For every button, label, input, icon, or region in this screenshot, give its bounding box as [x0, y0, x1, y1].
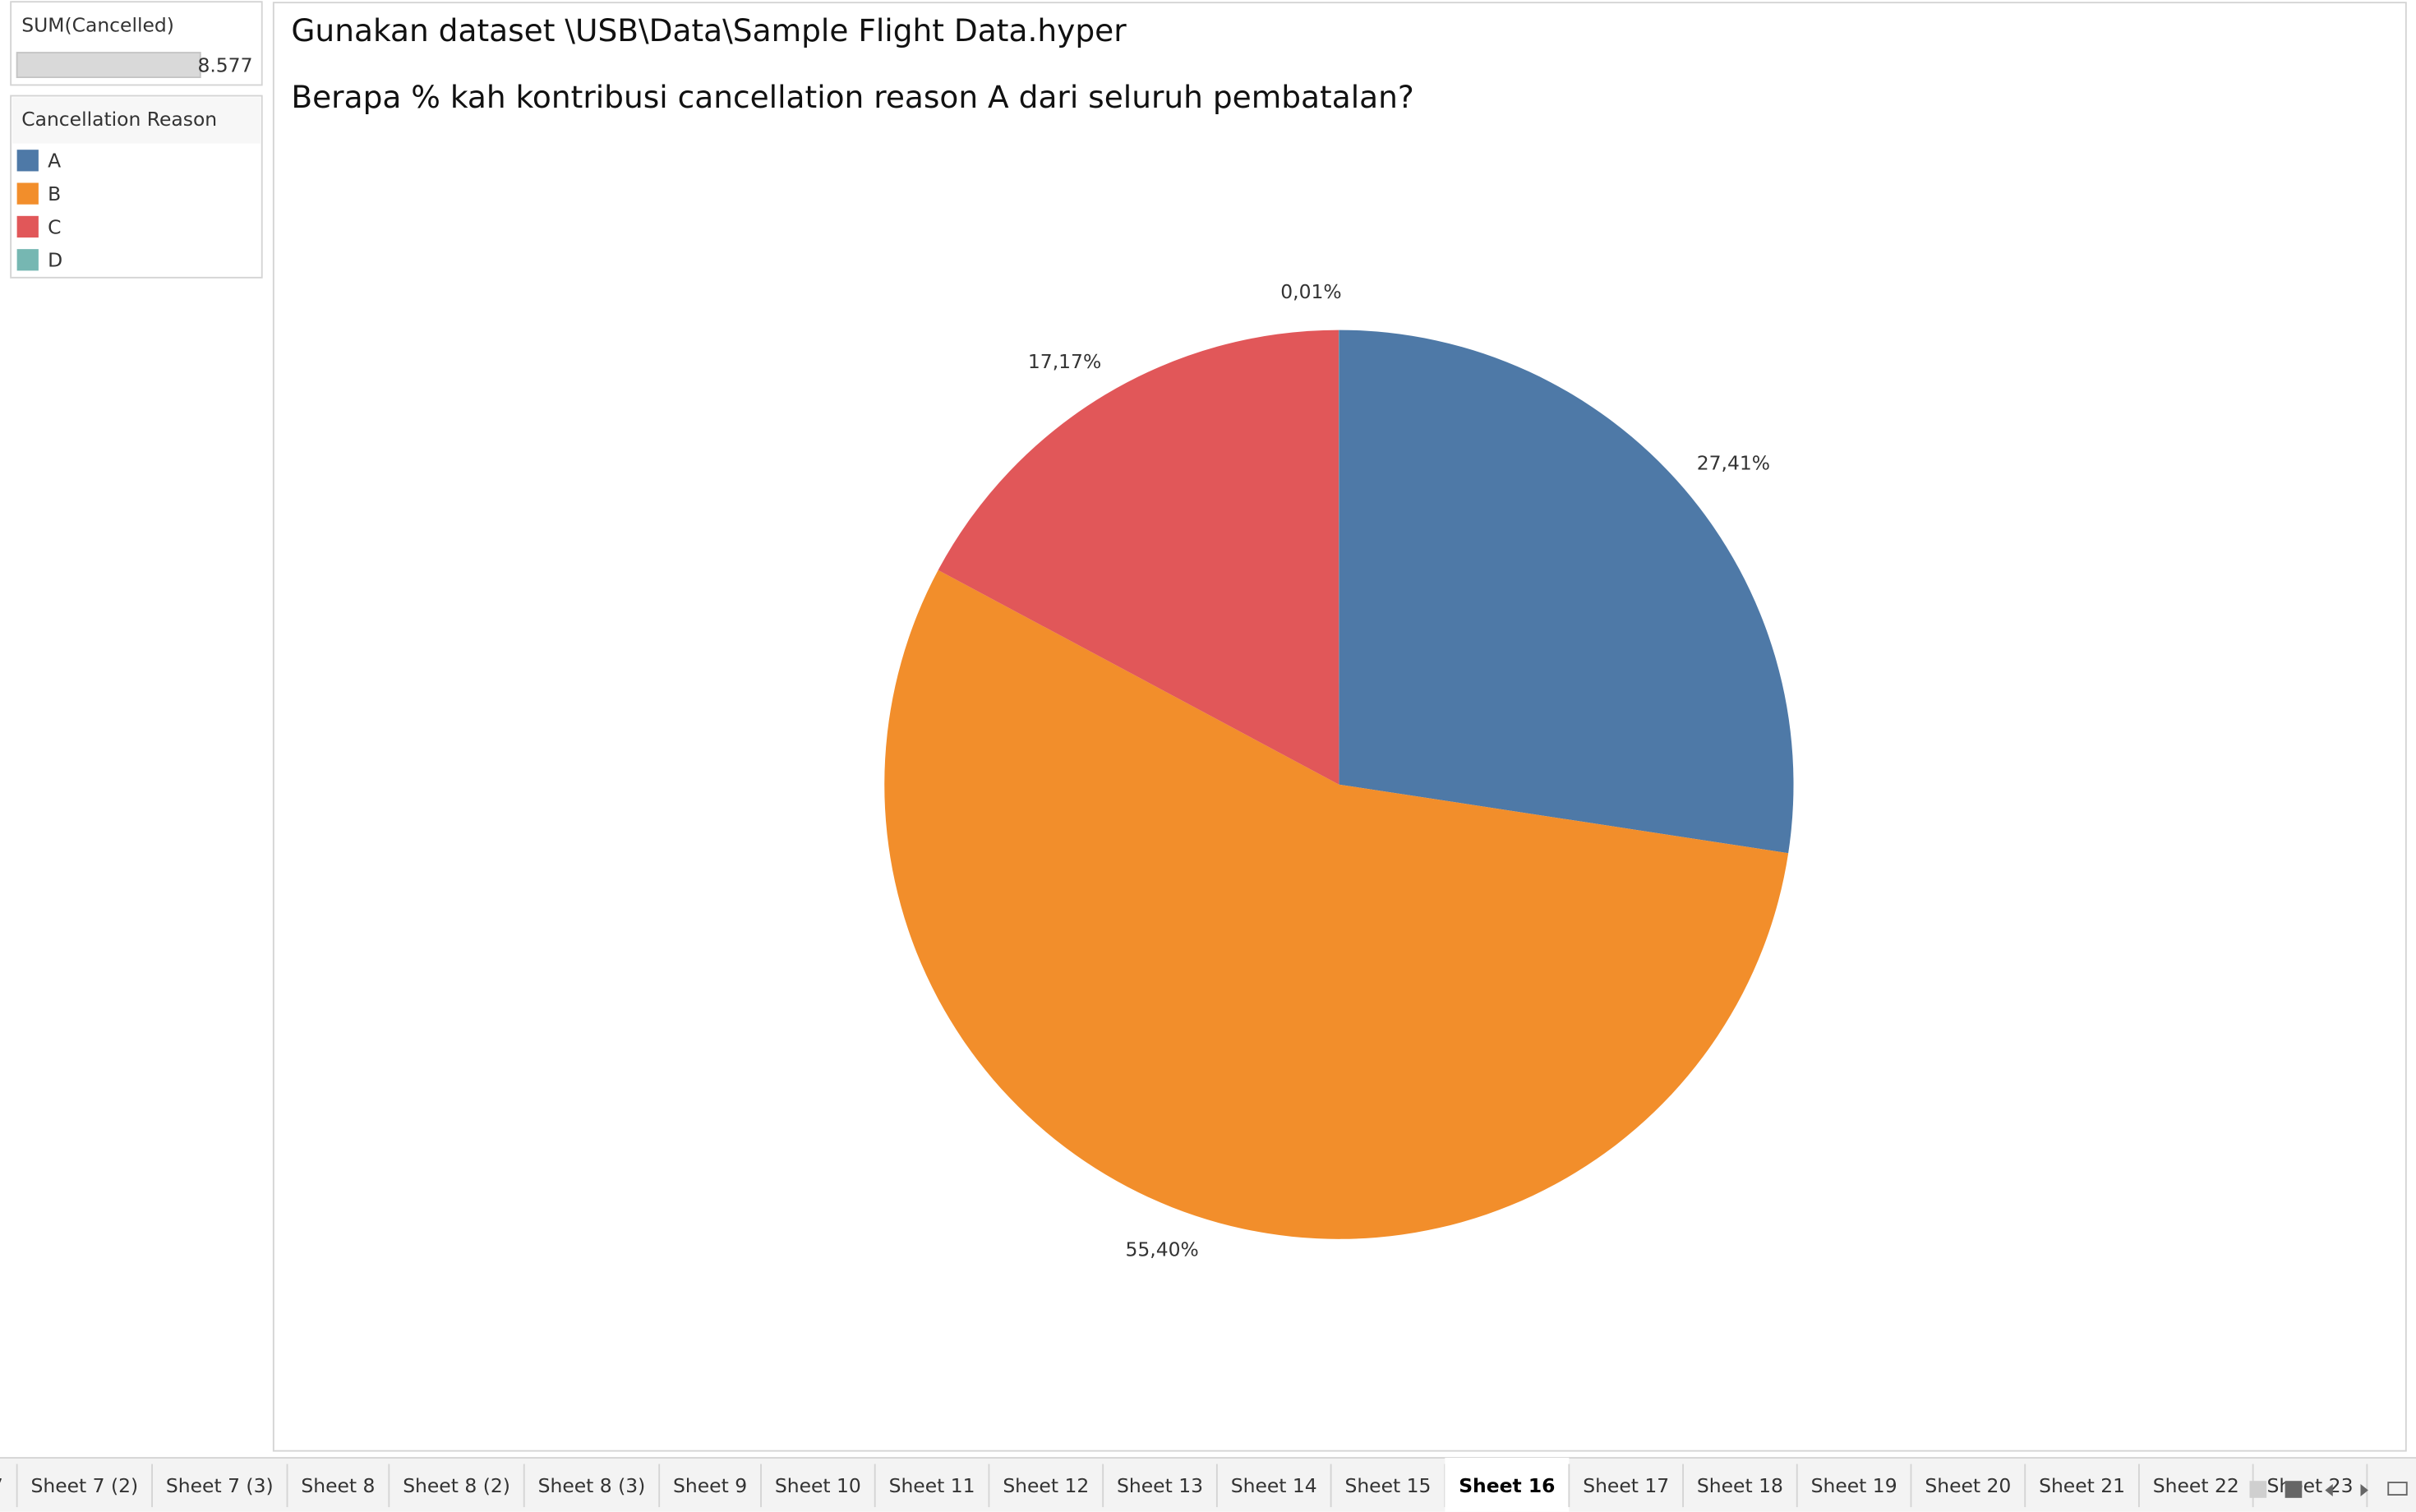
sheet-tab[interactable]: Sheet 14	[1231, 1474, 1317, 1497]
filter-title: SUM(Cancelled)	[21, 14, 174, 37]
sheet-tab[interactable]: Sheet 11	[889, 1474, 975, 1497]
filter-slider[interactable]	[16, 52, 201, 79]
legend-swatch[interactable]	[16, 249, 39, 271]
legend-label[interactable]: C	[48, 215, 61, 238]
slice-label: 0,01%	[1280, 280, 1341, 303]
sheet-tab[interactable]: Sheet 8	[301, 1474, 375, 1497]
sheet-tab[interactable]: Sheet 20	[1925, 1474, 2011, 1497]
sheet-tab[interactable]: Sheet 21	[2039, 1474, 2125, 1497]
sheet-tab[interactable]: Sheet 15	[1344, 1474, 1431, 1497]
tab-bar	[0, 1458, 2416, 1512]
sheet-tab[interactable]: Sheet 7 (2)	[31, 1474, 139, 1497]
legend-swatch[interactable]	[16, 150, 39, 172]
slice-label: 55,40%	[1126, 1238, 1199, 1261]
sheet-tab[interactable]: Sheet 22	[2153, 1474, 2239, 1497]
pie-chart: 27,41% 55,40% 17,17% 0,01%	[884, 280, 1794, 1261]
next-icon[interactable]	[2360, 1483, 2368, 1496]
present-icon[interactable]	[2387, 1482, 2408, 1496]
slice-label: 27,41%	[1697, 451, 1770, 474]
sheet-tab[interactable]: Sheet 13	[1117, 1474, 1203, 1497]
view-title: Gunakan dataset \USB\Data\Sample Flight …	[291, 12, 1127, 48]
legend-label[interactable]: A	[48, 150, 61, 173]
sheet-tab[interactable]: Sheet 19	[1811, 1474, 1897, 1497]
sheet-tab[interactable]: Sheet 18	[1697, 1474, 1783, 1497]
show-sheets-icon[interactable]	[2285, 1481, 2303, 1498]
legend-header	[12, 97, 261, 144]
sheet-tab[interactable]: Sheet 8 (3)	[538, 1474, 646, 1497]
sheet-tab[interactable]: Sheet 16	[1459, 1474, 1555, 1497]
sheet-tab[interactable]: Sheet 23	[2267, 1474, 2354, 1497]
legend-label[interactable]: B	[48, 182, 61, 205]
tab-controls	[2249, 1481, 2408, 1498]
sheet-tab[interactable]: Sheet 12	[1003, 1474, 1089, 1497]
pie-slice[interactable]	[884, 569, 1789, 1239]
active-tab-bg	[1445, 1458, 1570, 1512]
legend-swatch[interactable]	[16, 215, 39, 238]
sheet-tab[interactable]: Sheet 9	[673, 1474, 747, 1497]
sheet-tab[interactable]: 7	[0, 1474, 3, 1497]
pie-slice[interactable]	[938, 330, 1339, 785]
sheet-tab[interactable]: Sheet 17	[1583, 1474, 1669, 1497]
legend-label[interactable]: D	[48, 249, 62, 272]
legend-title: Cancellation Reason	[21, 108, 217, 131]
legend-swatch[interactable]	[16, 182, 39, 205]
filter-value: 8.577	[197, 53, 252, 76]
tabs: 7 Sheet 7 (2) Sheet 7 (3) Sheet 8 Sheet 8 (2…	[0, 1458, 2368, 1512]
view-subtitle: Berapa % kah kontribusi cancellation rea…	[291, 79, 1413, 115]
new-sheet-icon[interactable]	[2249, 1481, 2267, 1498]
slice-label: 17,17%	[1028, 350, 1101, 373]
sheet-tab[interactable]: Sheet 10	[775, 1474, 861, 1497]
sheet-tab[interactable]: Sheet 7 (3)	[166, 1474, 274, 1497]
pie-slice[interactable]	[1339, 330, 1794, 854]
prev-icon[interactable]	[2325, 1483, 2333, 1496]
sheet-tab[interactable]: Sheet 8 (2)	[403, 1474, 510, 1497]
